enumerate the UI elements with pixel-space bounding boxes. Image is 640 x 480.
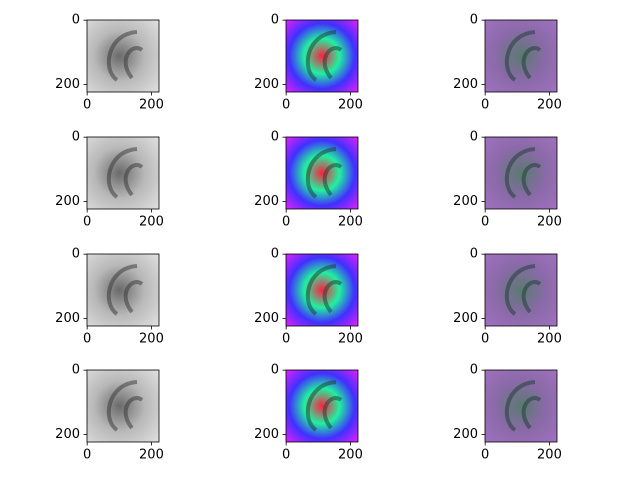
y-tick-label: 200: [55, 77, 80, 92]
y-tick-label: 200: [453, 194, 478, 209]
image-feature: [106, 380, 144, 432]
image: [485, 370, 557, 442]
image-feature: [305, 147, 343, 199]
y-tick-label: 0: [470, 13, 478, 28]
axes-frame: [484, 136, 558, 210]
y-tick-label: 200: [254, 311, 279, 326]
y-tick-label: 0: [72, 130, 80, 145]
image: [87, 137, 159, 209]
x-tick-label: 200: [338, 215, 363, 230]
y-tick-label: 0: [72, 247, 80, 262]
x-tick-label: 200: [537, 448, 562, 463]
image-feature: [305, 264, 343, 316]
axes-frame: [285, 369, 359, 443]
x-tick-label: 0: [83, 215, 91, 230]
x-tick-label: 200: [338, 448, 363, 463]
y-tick-label: 0: [271, 13, 279, 28]
x-tick-label: 0: [282, 98, 290, 113]
image: [286, 370, 358, 442]
image-feature: [305, 380, 343, 432]
x-tick-label: 0: [481, 448, 489, 463]
axes-frame: [484, 19, 558, 93]
y-tick-label: 200: [453, 311, 478, 326]
axes-frame: [86, 19, 160, 93]
axes-frame: [86, 136, 160, 210]
image-feature: [504, 264, 542, 316]
x-tick-label: 200: [537, 332, 562, 347]
image: [485, 254, 557, 326]
image: [286, 137, 358, 209]
image: [87, 370, 159, 442]
x-tick-label: 0: [481, 215, 489, 230]
image-feature: [504, 30, 542, 82]
x-tick-label: 200: [537, 215, 562, 230]
x-tick-label: 0: [83, 332, 91, 347]
x-tick-label: 0: [481, 332, 489, 347]
x-tick-label: 200: [139, 98, 164, 113]
x-tick-label: 200: [139, 215, 164, 230]
x-tick-label: 200: [139, 448, 164, 463]
axes-frame: [285, 253, 359, 327]
image-feature: [504, 147, 542, 199]
y-tick-label: 0: [271, 363, 279, 378]
axes-frame: [484, 253, 558, 327]
axes-frame: [86, 253, 160, 327]
x-tick-label: 0: [83, 448, 91, 463]
image-feature: [504, 380, 542, 432]
y-tick-label: 200: [254, 194, 279, 209]
axes-frame: [484, 369, 558, 443]
axes-frame: [285, 136, 359, 210]
y-tick-label: 200: [453, 427, 478, 442]
y-tick-label: 0: [470, 247, 478, 262]
image-feature: [106, 30, 144, 82]
image-feature: [305, 30, 343, 82]
image: [286, 20, 358, 92]
image: [485, 20, 557, 92]
y-tick-label: 200: [453, 77, 478, 92]
x-tick-label: 200: [338, 98, 363, 113]
y-tick-label: 200: [254, 427, 279, 442]
x-tick-label: 0: [282, 332, 290, 347]
image: [485, 137, 557, 209]
y-tick-label: 0: [72, 13, 80, 28]
x-tick-label: 200: [537, 98, 562, 113]
y-tick-label: 0: [470, 130, 478, 145]
y-tick-label: 0: [470, 363, 478, 378]
y-tick-label: 0: [271, 247, 279, 262]
y-tick-label: 200: [55, 311, 80, 326]
image-feature: [106, 264, 144, 316]
x-tick-label: 0: [282, 448, 290, 463]
y-tick-label: 200: [254, 77, 279, 92]
y-tick-label: 0: [72, 363, 80, 378]
y-tick-label: 0: [271, 130, 279, 145]
y-tick-label: 200: [55, 427, 80, 442]
image: [87, 254, 159, 326]
y-tick-label: 200: [55, 194, 80, 209]
axes-frame: [86, 369, 160, 443]
image: [87, 20, 159, 92]
x-tick-label: 0: [282, 215, 290, 230]
x-tick-label: 0: [83, 98, 91, 113]
axes-frame: [285, 19, 359, 93]
x-tick-label: 0: [481, 98, 489, 113]
image: [286, 254, 358, 326]
image-feature: [106, 147, 144, 199]
x-tick-label: 200: [338, 332, 363, 347]
x-tick-label: 200: [139, 332, 164, 347]
